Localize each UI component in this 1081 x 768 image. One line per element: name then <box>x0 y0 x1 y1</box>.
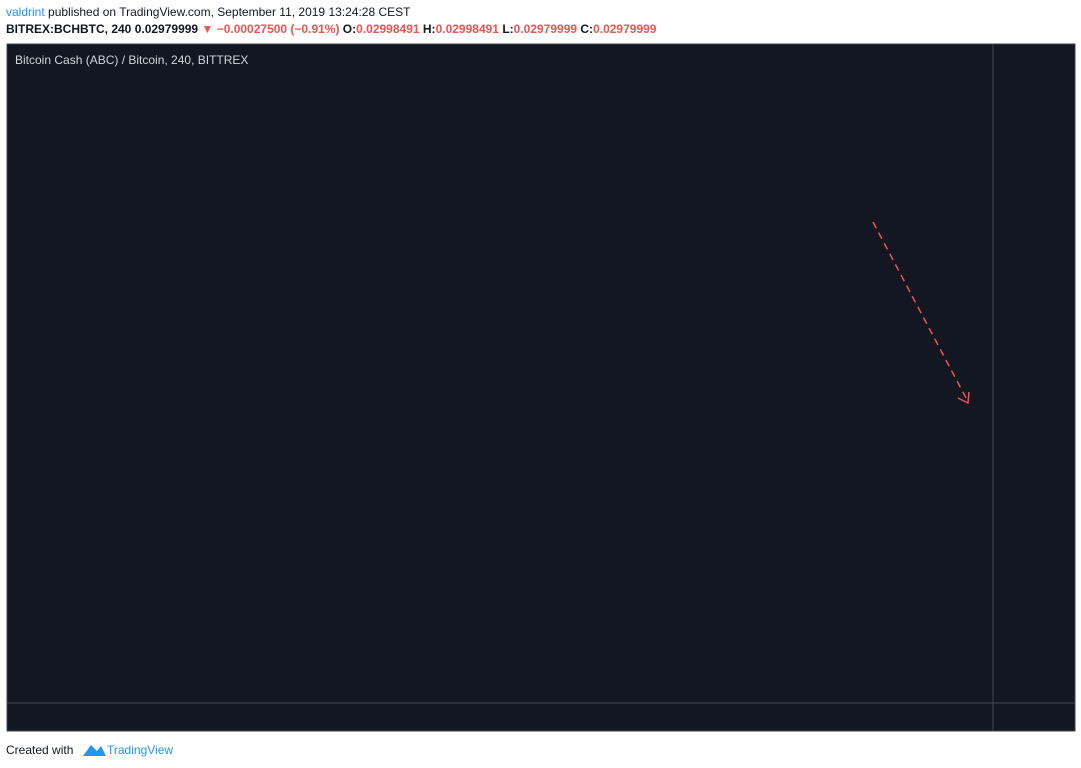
ohlc-value: 0.02998491 <box>435 22 499 36</box>
arrow-head <box>957 391 970 405</box>
ohlc-label: O: <box>342 22 357 36</box>
ohlc-value: 0.02979999 <box>593 22 657 36</box>
quote-line: BITREX:BCHBTC, 240 0.02979999 ▼ −0.00027… <box>6 22 656 36</box>
symbol: BITREX:BCHBTC, 240 <box>6 22 132 36</box>
publish-line: valdrint published on TradingView.com, S… <box>6 5 411 19</box>
ohlc-value: 0.02979999 <box>513 22 578 36</box>
brand[interactable]: TradingView <box>107 743 173 757</box>
down-icon: ▼ <box>201 22 214 36</box>
ohlc-value: 0.02998491 <box>356 22 420 36</box>
ohlc-label: H: <box>422 22 436 36</box>
logo <box>83 745 106 756</box>
published: published on TradingView.com, September … <box>48 5 411 19</box>
chart-frame <box>6 43 1076 732</box>
last: 0.02979999 <box>134 22 199 36</box>
ohlc-label: C: <box>580 22 594 36</box>
author[interactable]: valdrint <box>6 5 45 19</box>
ohlc: O:0.02998491 H:0.02998491 L:0.02979999 C… <box>343 22 657 36</box>
created-with: Created with <box>6 743 73 757</box>
arrow <box>872 221 967 399</box>
chart-title: Bitcoin Cash (ABC) / Bitcoin, 240, BITTR… <box>15 53 248 67</box>
change: −0.00027500 (−0.91%) <box>216 22 340 36</box>
ohlc-label: L: <box>502 22 514 36</box>
